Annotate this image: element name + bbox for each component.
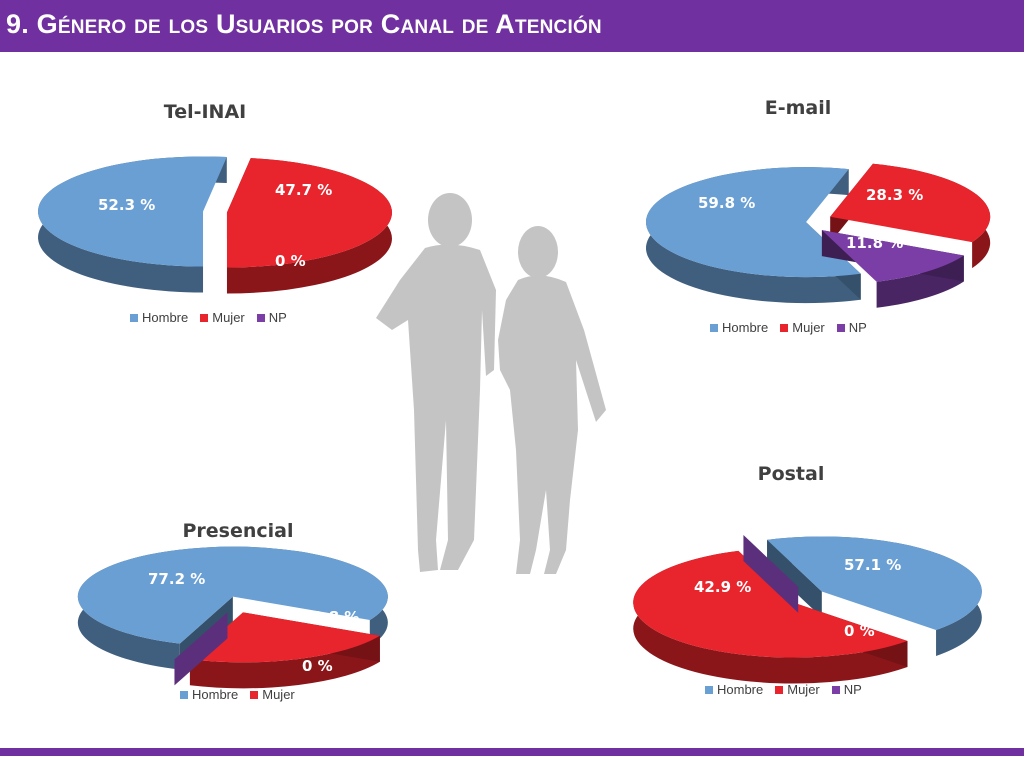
- chart-title-tel-inai: Tel-INAI: [163, 101, 247, 123]
- pie-slice-np: [821, 230, 964, 282]
- legend-swatch-np: [836, 323, 845, 332]
- legend-label: Mujer: [792, 320, 825, 335]
- couple-silhouette-icon: [376, 193, 606, 574]
- data-label-hombre: 52.3 %: [98, 196, 155, 214]
- legend-item-hombre: Hombre: [705, 682, 763, 697]
- legend-item-mujer: Mujer: [780, 320, 825, 335]
- data-label-hombre: 42.9 %: [694, 578, 751, 596]
- pie-slice-mujer: [226, 158, 392, 268]
- data-label-np: 11.8 %: [846, 234, 903, 252]
- legend-label: Hombre: [722, 320, 769, 335]
- pie-slice-side-mujer: [633, 550, 908, 684]
- legend-swatch-mujer: [780, 323, 789, 332]
- pie-slice-np: [743, 535, 799, 613]
- pie-chart-presencial: 77.2 % 22.8 % 0 %: [77, 546, 388, 689]
- pie-slice-hombre: [646, 167, 861, 278]
- pie-slice-hombre: [767, 536, 982, 631]
- legend-label: Mujer: [787, 682, 820, 697]
- legend-presencial: Hombre Mujer: [180, 687, 295, 702]
- data-label-np: 0 %: [844, 622, 875, 640]
- legend-label: NP: [848, 320, 867, 335]
- legend-item-mujer: Mujer: [775, 682, 820, 697]
- legend-label: Mujer: [212, 310, 245, 325]
- pie-slice-np: [174, 612, 228, 686]
- legend-swatch-np: [256, 313, 265, 322]
- pie-slice-mujer: [189, 612, 380, 663]
- chart-title-postal: Postal: [757, 463, 825, 485]
- legend-label: NP: [268, 310, 287, 325]
- pie-slice-wall-hombre: [767, 539, 822, 618]
- legend-label: Hombre: [192, 687, 239, 702]
- data-label-mujer: 22.8 %: [302, 608, 359, 626]
- data-label-hombre: 77.2 %: [148, 570, 205, 588]
- legend-item-hombre: Hombre: [180, 687, 238, 702]
- page-title: 9. Género de los Usuarios por Canal de A…: [6, 9, 602, 39]
- chart-title-email: E-mail: [764, 97, 832, 119]
- pie-slice-mujer: [830, 163, 991, 243]
- legend-item-hombre: Hombre: [710, 320, 768, 335]
- legend-swatch-mujer: [200, 313, 209, 322]
- legend-item-hombre: Hombre: [130, 310, 188, 325]
- data-label-mujer: 28.3 %: [866, 186, 923, 204]
- pie-slice-hombre: [77, 546, 388, 644]
- data-label-np: 0 %: [275, 252, 306, 270]
- pie-slice-side-mujer: [189, 635, 380, 689]
- legend-item-mujer: Mujer: [200, 310, 245, 325]
- legend-postal: Hombre Mujer NP: [705, 682, 862, 697]
- data-label-mujer: 47.7 %: [275, 181, 332, 199]
- legend-swatch-mujer: [775, 685, 784, 694]
- pie-slice-mujer: [633, 550, 908, 658]
- legend-swatch-mujer: [250, 690, 259, 699]
- data-label-np: 0 %: [302, 657, 333, 675]
- pie-slice-hombre: [38, 156, 227, 267]
- legend-swatch-hombre: [710, 323, 718, 332]
- legend-tel-inai: Hombre Mujer NP: [130, 310, 287, 325]
- legend-item-mujer: Mujer: [250, 687, 295, 702]
- pie-chart-postal: 42.9 % 57.1 % 0 %: [633, 535, 982, 684]
- legend-label: Mujer: [262, 687, 295, 702]
- legend-email: Hombre Mujer NP: [710, 320, 867, 335]
- data-label-hombre: 59.8 %: [698, 194, 755, 212]
- legend-label: Hombre: [142, 310, 189, 325]
- legend-label: NP: [843, 682, 862, 697]
- pie-chart-tel-inai: 52.3 % 47.7 % 0 %: [38, 156, 392, 294]
- chart-title-presencial: Presencial: [182, 520, 294, 542]
- legend-swatch-hombre: [705, 685, 713, 694]
- legend-swatch-hombre: [130, 313, 138, 322]
- legend-label: Hombre: [717, 682, 764, 697]
- footer-bar: [0, 748, 1024, 756]
- legend-swatch-np: [831, 685, 840, 694]
- legend-item-np: NP: [256, 310, 287, 325]
- header-bar: 9. Género de los Usuarios por Canal de A…: [0, 0, 1024, 52]
- legend-swatch-hombre: [180, 690, 188, 699]
- pie-chart-email: 59.8 % 28.3 % 11.8 %: [646, 163, 991, 308]
- legend-item-np: NP: [831, 682, 862, 697]
- legend-item-np: NP: [836, 320, 867, 335]
- data-label-mujer: 57.1 %: [844, 556, 901, 574]
